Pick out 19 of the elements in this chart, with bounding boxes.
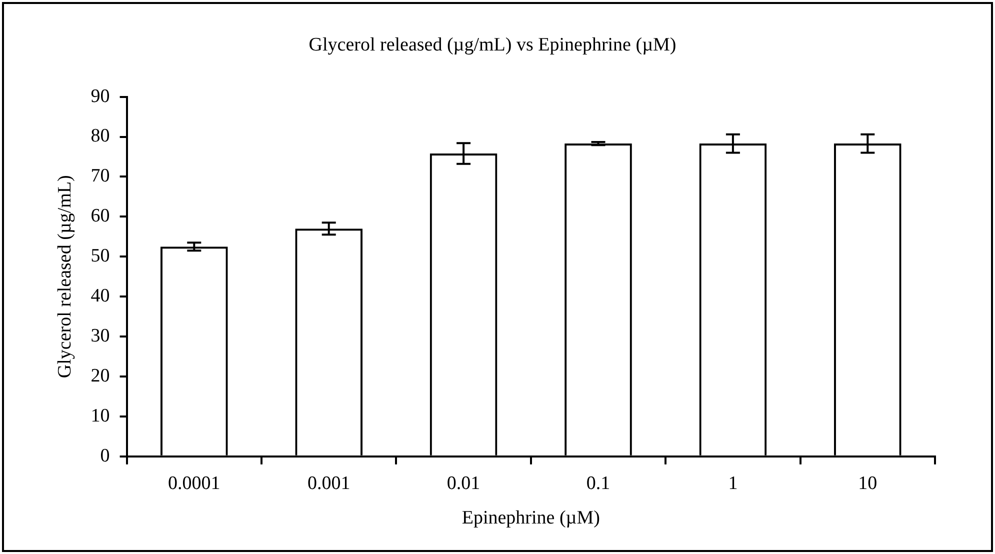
y-tick-label: 30 [90, 326, 110, 347]
y-axis-title: Glycerol released (µg/mL) [54, 175, 76, 378]
y-tick-label: 40 [90, 286, 110, 307]
y-tick-label: 80 [90, 126, 110, 147]
y-tick-label: 0 [100, 445, 110, 466]
y-tick-label: 10 [90, 405, 110, 426]
x-tick-label: 10 [858, 472, 878, 494]
y-tick-label: 70 [90, 166, 110, 187]
y-tick-label: 20 [90, 365, 110, 386]
y-tick-label: 90 [90, 86, 110, 107]
x-tick-label: 0.001 [307, 472, 350, 494]
y-tick-label: 50 [90, 246, 110, 267]
x-axis-title: Epinephrine (µM) [462, 508, 600, 529]
x-tick-label: 0.01 [446, 472, 480, 494]
x-tick-label: 0.1 [586, 472, 610, 494]
x-tick-label: 1 [728, 472, 738, 494]
y-tick-label: 60 [90, 206, 110, 227]
chart-title: Glycerol released (µg/mL) vs Epinephrine (µM) [308, 34, 676, 56]
x-tick-label: 0.0001 [168, 472, 220, 494]
